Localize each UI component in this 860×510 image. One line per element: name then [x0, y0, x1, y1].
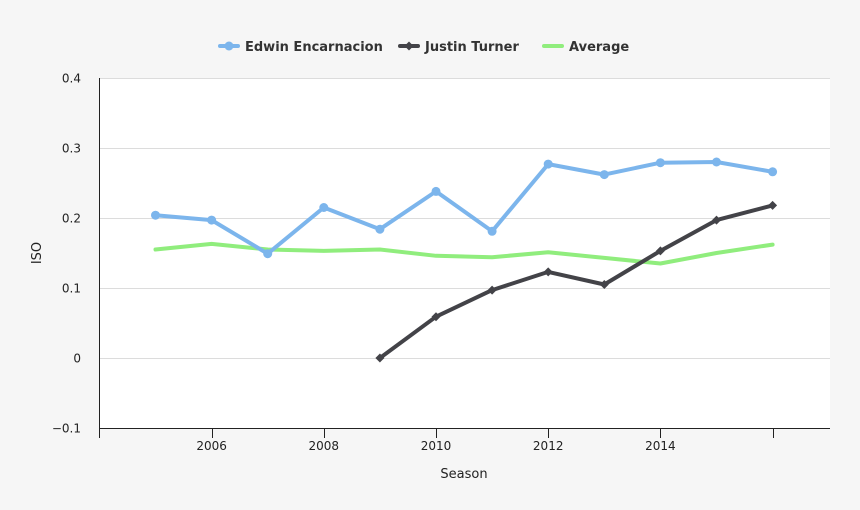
- y-tick-label: 0.1: [62, 282, 81, 296]
- legend-marker: [224, 41, 234, 51]
- data-point-justin-turner: [431, 312, 441, 322]
- data-point-edwin-encarnacion: [263, 249, 273, 259]
- data-point-justin-turner: [599, 280, 609, 289]
- x-tick-label: 2012: [533, 439, 564, 453]
- data-point-justin-turner: [712, 215, 721, 225]
- data-point-edwin-encarnacion: [655, 158, 665, 168]
- y-tick-label: −0.1: [52, 422, 81, 436]
- x-tick-label: 2010: [421, 439, 452, 453]
- series-line-justin-turner: [377, 203, 775, 360]
- y-tick-label: 0.4: [62, 72, 81, 86]
- data-point-justin-turner: [768, 200, 778, 210]
- data-point-edwin-encarnacion: [375, 224, 385, 234]
- data-point-edwin-encarnacion: [712, 157, 721, 167]
- y-tick-label: 0.3: [62, 142, 81, 156]
- data-point-justin-turner: [375, 353, 385, 363]
- legend-label-justin-turner: Justin Turner: [424, 40, 519, 55]
- data-point-edwin-encarnacion: [599, 170, 609, 180]
- data-point-edwin-encarnacion: [207, 215, 217, 225]
- legend-label-average: Average: [569, 40, 629, 55]
- data-point-edwin-encarnacion: [151, 210, 160, 220]
- data-point-edwin-encarnacion: [768, 167, 778, 177]
- x-axis-title: Season: [440, 467, 487, 482]
- data-point-edwin-encarnacion: [487, 226, 497, 236]
- y-tick-label: 0: [73, 352, 81, 366]
- legend-label-edwin-encarnacion: Edwin Encarnacion: [245, 40, 383, 55]
- data-point-justin-turner: [655, 246, 665, 256]
- y-tick-label: 0.2: [62, 212, 81, 226]
- x-tick-label: 2006: [196, 439, 227, 453]
- legend-marker: [404, 41, 414, 51]
- x-tick-label: 2008: [309, 439, 340, 453]
- y-axis-title: ISO: [30, 242, 45, 264]
- data-point-edwin-encarnacion: [431, 186, 441, 196]
- data-point-justin-turner: [487, 285, 497, 295]
- data-point-edwin-encarnacion: [319, 203, 329, 212]
- x-tick-label: 2014: [645, 439, 676, 453]
- data-point-justin-turner: [543, 267, 553, 277]
- data-point-edwin-encarnacion: [543, 159, 553, 169]
- series-line-edwin-encarnacion: [153, 160, 775, 256]
